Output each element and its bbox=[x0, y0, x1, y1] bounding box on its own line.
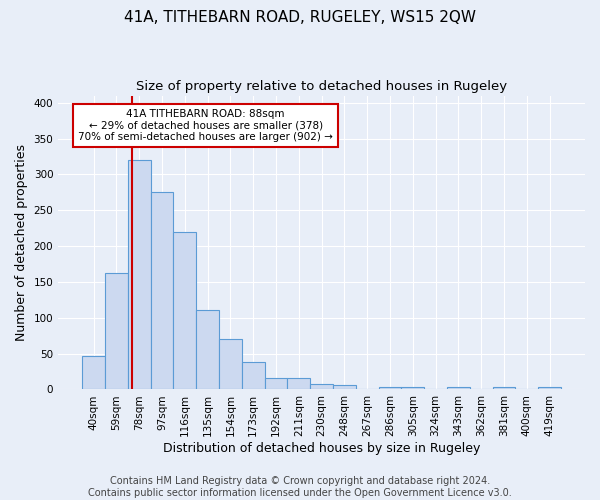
Bar bbox=[196, 310, 219, 390]
Bar bbox=[287, 378, 310, 390]
Bar bbox=[333, 385, 356, 390]
Bar bbox=[128, 160, 151, 390]
Y-axis label: Number of detached properties: Number of detached properties bbox=[15, 144, 28, 341]
Bar bbox=[242, 362, 265, 390]
Text: 41A, TITHEBARN ROAD, RUGELEY, WS15 2QW: 41A, TITHEBARN ROAD, RUGELEY, WS15 2QW bbox=[124, 10, 476, 25]
Bar bbox=[310, 384, 333, 390]
Text: 41A TITHEBARN ROAD: 88sqm
← 29% of detached houses are smaller (378)
70% of semi: 41A TITHEBARN ROAD: 88sqm ← 29% of detac… bbox=[78, 109, 333, 142]
Bar bbox=[105, 272, 128, 390]
Bar bbox=[379, 386, 401, 390]
Bar bbox=[173, 232, 196, 390]
Bar bbox=[82, 356, 105, 390]
Bar bbox=[401, 386, 424, 390]
Bar bbox=[265, 378, 287, 390]
Bar bbox=[538, 388, 561, 390]
Bar bbox=[493, 388, 515, 390]
Text: Contains HM Land Registry data © Crown copyright and database right 2024.
Contai: Contains HM Land Registry data © Crown c… bbox=[88, 476, 512, 498]
Bar bbox=[151, 192, 173, 390]
X-axis label: Distribution of detached houses by size in Rugeley: Distribution of detached houses by size … bbox=[163, 442, 480, 455]
Bar bbox=[447, 386, 470, 390]
Title: Size of property relative to detached houses in Rugeley: Size of property relative to detached ho… bbox=[136, 80, 507, 93]
Bar bbox=[219, 338, 242, 390]
